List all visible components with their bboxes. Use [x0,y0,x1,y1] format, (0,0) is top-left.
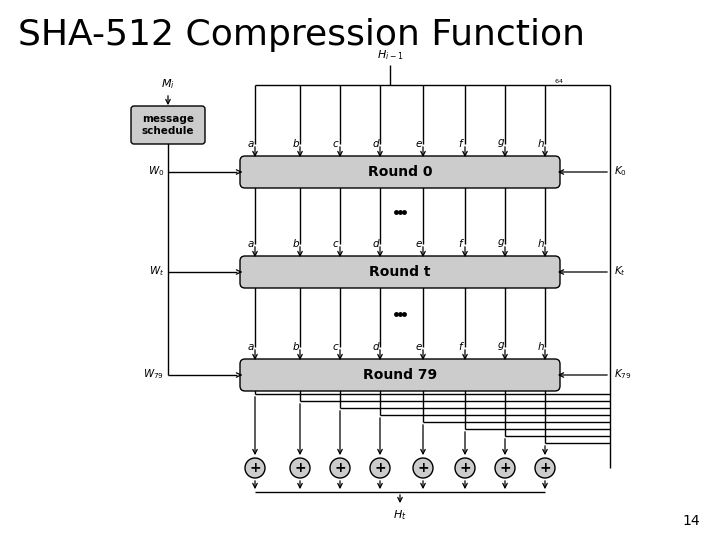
Text: SHA-512 Compression Function: SHA-512 Compression Function [18,18,585,52]
Text: $H_t$: $H_t$ [393,508,407,522]
Text: $d$: $d$ [372,340,380,352]
Text: $a$: $a$ [247,239,255,249]
Text: $e$: $e$ [415,139,423,149]
Text: $^{64}$: $^{64}$ [554,78,564,87]
Text: $c$: $c$ [332,342,340,352]
Text: $b$: $b$ [292,340,300,352]
Text: $W_t$: $W_t$ [148,264,164,278]
Text: $M_i$: $M_i$ [161,77,175,91]
FancyBboxPatch shape [240,256,560,288]
Text: $W_{79}$: $W_{79}$ [143,367,164,381]
Circle shape [290,458,310,478]
Text: $e$: $e$ [415,239,423,249]
Text: +: + [334,461,346,475]
Text: $K_0$: $K_0$ [614,164,627,178]
Text: $g$: $g$ [497,137,505,149]
Text: Round 79: Round 79 [363,368,437,382]
FancyBboxPatch shape [131,106,205,144]
Text: $h$: $h$ [537,137,545,149]
Circle shape [330,458,350,478]
Text: $d$: $d$ [372,137,380,149]
Text: +: + [294,461,306,475]
Text: Round 0: Round 0 [368,165,432,179]
Circle shape [370,458,390,478]
Text: $a$: $a$ [247,342,255,352]
FancyBboxPatch shape [240,156,560,188]
Circle shape [535,458,555,478]
FancyBboxPatch shape [240,359,560,391]
Text: $c$: $c$ [332,239,340,249]
Text: $f$: $f$ [457,340,464,352]
Text: Round t: Round t [369,265,431,279]
Text: $g$: $g$ [497,237,505,249]
Text: +: + [249,461,261,475]
Text: $a$: $a$ [247,139,255,149]
Text: $f$: $f$ [457,137,464,149]
Text: 14: 14 [683,514,700,528]
Circle shape [495,458,515,478]
Text: $h$: $h$ [537,340,545,352]
Text: +: + [459,461,471,475]
Text: +: + [374,461,386,475]
Text: $f$: $f$ [457,237,464,249]
Text: $h$: $h$ [537,237,545,249]
Text: $K_{79}$: $K_{79}$ [614,367,631,381]
Text: +: + [417,461,429,475]
Text: +: + [539,461,551,475]
Text: $g$: $g$ [497,340,505,352]
Circle shape [413,458,433,478]
Text: $e$: $e$ [415,342,423,352]
Text: $K_t$: $K_t$ [614,264,626,278]
Circle shape [245,458,265,478]
Text: $c$: $c$ [332,139,340,149]
Text: $b$: $b$ [292,137,300,149]
Text: $b$: $b$ [292,237,300,249]
Circle shape [455,458,475,478]
Text: $H_{i-1}$: $H_{i-1}$ [377,48,403,62]
Text: $d$: $d$ [372,237,380,249]
Text: $W_0$: $W_0$ [148,164,164,178]
Text: +: + [499,461,510,475]
Text: message
schedule: message schedule [142,114,194,136]
